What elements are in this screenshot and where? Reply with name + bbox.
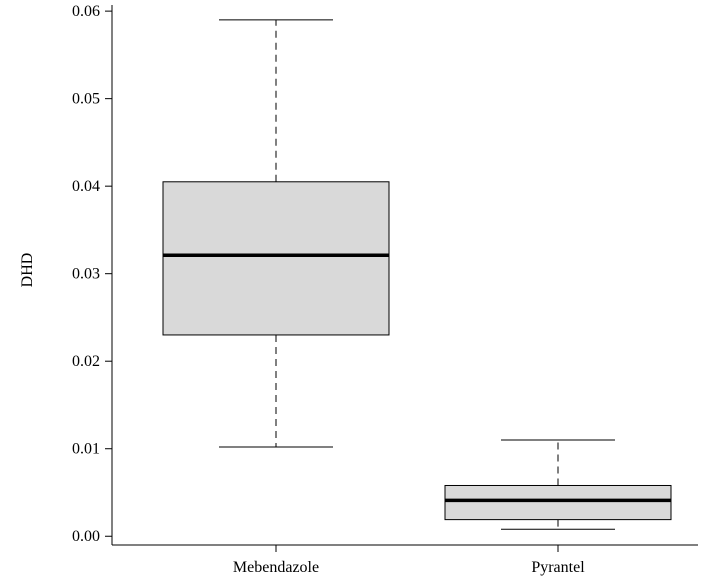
x-tick-label: Mebendazole [233,559,319,576]
y-tick-label: 0.02 [72,353,100,370]
y-axis-title: DHD [19,253,36,288]
box-pyrantel [444,484,672,521]
x-tick-label: Pyrantel [531,559,585,576]
y-tick-label: 0.01 [72,441,100,458]
y-tick-label: 0.04 [72,178,100,195]
y-tick-label: 0.06 [72,3,100,20]
y-tick-label: 0.00 [72,528,100,545]
box-mebendazole [162,181,390,336]
y-tick-label: 0.03 [72,266,100,283]
y-tick-label: 0.05 [72,91,100,108]
